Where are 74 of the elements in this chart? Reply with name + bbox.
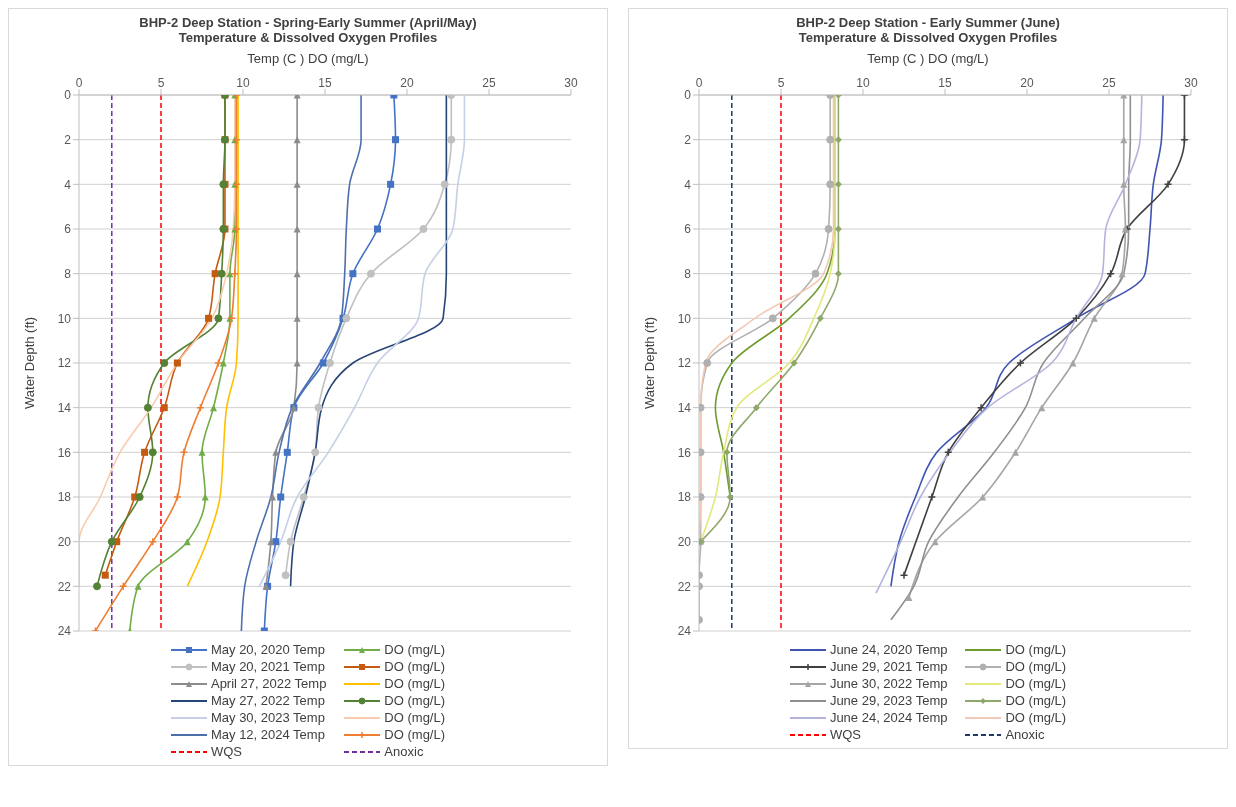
y-tick-label: 2: [684, 132, 692, 147]
legend-label: May 27, 2022 Temp: [210, 693, 325, 708]
y-tick-label: 14: [677, 400, 692, 415]
legend-label: DO (mg/L): [384, 642, 446, 657]
x-tick-label: 30: [1184, 76, 1198, 90]
y-tick-label: 10: [57, 311, 72, 326]
legend-label: DO (mg/L): [384, 727, 446, 742]
y-tick-label: 20: [57, 534, 72, 549]
y-tick-label: 22: [57, 579, 72, 594]
y-tick-label: 0: [684, 88, 692, 103]
y-tick-label: 6: [64, 222, 72, 237]
y-tick-label: 16: [677, 445, 692, 460]
legend-label: June 29, 2023 Temp: [829, 693, 948, 708]
x-axis-title: Temp (C ) DO (mg/L): [866, 51, 990, 66]
y-tick-label: 0: [64, 88, 72, 103]
legend-label: April 27, 2022 Temp: [210, 676, 327, 691]
y-tick-label: 6: [684, 222, 692, 237]
x-tick-label: 5: [777, 76, 785, 90]
legend-label: DO (mg/L): [384, 676, 446, 691]
legend-label: June 24, 2024 Temp: [829, 710, 948, 725]
x-tick-label: 25: [482, 76, 496, 90]
y-tick-label: 8: [684, 266, 692, 281]
x-tick-label: 10: [236, 76, 250, 90]
y-tick-label: 2: [64, 132, 72, 147]
y-tick-label: 22: [677, 579, 692, 594]
legend-label: DO (mg/L): [1005, 693, 1067, 708]
legend-label: WQS: [829, 727, 861, 742]
x-tick-label: 0: [695, 76, 703, 90]
y-tick-label: 16: [57, 445, 72, 460]
legend-label: June 30, 2022 Temp: [829, 676, 948, 691]
legend-label: DO (mg/L): [384, 659, 446, 674]
x-tick-label: 15: [318, 76, 332, 90]
y-tick-label: 12: [57, 356, 72, 371]
y-tick-label: 14: [57, 400, 72, 415]
legend-label: WQS: [210, 744, 243, 759]
legend-label: May 12, 2024 Temp: [210, 727, 325, 742]
y-axis-title: Water Depth (ft): [641, 317, 657, 409]
y-tick-label: 20: [677, 534, 692, 549]
x-tick-label: 25: [1102, 76, 1116, 90]
legend-label: DO (mg/L): [384, 693, 446, 708]
legend-label: Anoxic: [1005, 727, 1045, 742]
y-tick-label: 24: [677, 624, 692, 639]
chart-title: BHP-2 Deep Station - Spring-Early Summer (April/May): [138, 15, 478, 30]
y-tick-label: 18: [677, 490, 692, 505]
legend-label: May 20, 2021 Temp: [210, 659, 325, 674]
chart-subtitle: Temperature & Dissolved Oxygen Profiles: [797, 30, 1059, 45]
legend-label: DO (mg/L): [1005, 676, 1067, 691]
chart-subtitle: Temperature & Dissolved Oxygen Profiles: [177, 30, 439, 45]
y-tick-label: 12: [677, 356, 692, 371]
x-tick-label: 0: [75, 76, 83, 90]
x-tick-label: 10: [856, 76, 870, 90]
legend-label: May 20, 2020 Temp: [210, 642, 325, 657]
y-tick-label: 24: [57, 624, 72, 639]
x-axis-title: Temp (C ) DO (mg/L): [246, 51, 370, 66]
y-tick-label: 4: [64, 177, 72, 192]
legend-label: DO (mg/L): [384, 710, 446, 725]
legend-label: DO (mg/L): [1005, 710, 1067, 725]
x-tick-label: 20: [1020, 76, 1034, 90]
y-tick-label: 10: [677, 311, 692, 326]
x-tick-label: 30: [564, 76, 578, 90]
x-tick-label: 5: [157, 76, 165, 90]
legend-label: Anoxic: [384, 744, 424, 759]
chart-title: BHP-2 Deep Station - Early Summer (June): [795, 15, 1061, 30]
x-tick-label: 15: [938, 76, 952, 90]
legend-label: DO (mg/L): [1005, 642, 1067, 657]
y-tick-label: 4: [684, 177, 692, 192]
legend-label: June 29, 2021 Temp: [829, 659, 948, 674]
x-tick-label: 20: [400, 76, 414, 90]
legend-label: June 24, 2020 Temp: [829, 642, 948, 657]
legend-label: DO (mg/L): [1005, 659, 1067, 674]
y-tick-label: 18: [57, 490, 72, 505]
y-tick-label: 8: [64, 266, 72, 281]
legend-label: May 30, 2023 Temp: [210, 710, 325, 725]
y-axis-title: Water Depth (ft): [21, 317, 37, 409]
